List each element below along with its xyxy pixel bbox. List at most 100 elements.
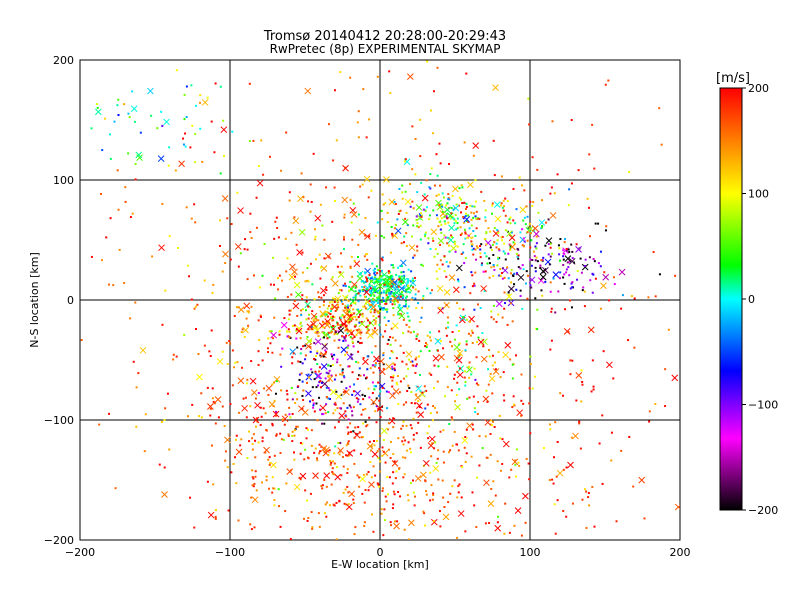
data-point [189,146,192,149]
data-point [104,117,107,120]
data-point [404,290,407,293]
data-point [335,306,338,309]
data-point-cross [335,393,343,400]
data-point [296,425,299,428]
data-point [376,290,379,293]
data-point [254,470,257,473]
data-point [414,137,417,140]
data-point [372,298,375,301]
data-point [229,403,232,406]
data-point [401,265,404,268]
data-point [352,430,355,433]
data-point [457,280,460,283]
y-axis-label: N-S location [km] [28,252,41,348]
data-point [458,342,461,345]
data-point [488,257,491,260]
data-point [409,481,412,484]
data-point-cross [480,285,487,292]
data-point [467,214,470,217]
data-point [434,406,437,409]
data-point [402,277,405,280]
data-point [386,211,389,214]
data-point [356,329,359,332]
data-point [359,403,362,406]
data-point [226,466,229,469]
data-point [484,219,487,222]
data-point [230,471,233,474]
data-point [442,461,445,464]
data-point [397,266,400,269]
data-point-cross [296,249,303,256]
data-point [322,321,325,324]
data-point [385,308,388,311]
data-point [447,501,450,504]
data-point [457,491,460,494]
data-point-cross [234,243,242,250]
data-point [273,454,276,457]
data-point [323,300,326,303]
data-point [335,501,338,504]
data-point [391,278,394,281]
data-point [435,461,438,464]
data-point [432,405,435,408]
data-point [450,234,453,237]
data-point [271,337,274,340]
data-point [382,354,385,357]
data-point [399,495,402,498]
data-point [464,384,467,387]
data-point [346,406,349,409]
data-point [553,456,556,459]
data-point [135,425,138,428]
data-point [294,401,297,404]
data-point [407,268,410,271]
data-point [357,213,360,216]
data-point [307,516,310,519]
data-point [350,255,353,258]
data-point [226,362,229,365]
data-point [603,271,606,274]
data-point [339,373,342,376]
data-point [366,327,369,330]
data-point [336,333,339,336]
data-point [337,346,340,349]
data-point [499,267,502,270]
data-point [385,324,388,327]
data-point [366,258,369,261]
data-point [392,314,395,317]
data-point [319,380,322,383]
data-point-cross [376,405,384,412]
data-point [376,450,379,453]
data-point [405,449,408,452]
data-point [454,250,457,253]
data-point-cross [289,263,296,271]
data-point [345,327,348,330]
data-point [456,245,459,248]
data-point [540,289,543,292]
data-point [301,442,304,445]
data-point [412,330,415,333]
data-point [476,412,479,415]
data-point [362,281,365,284]
data-point [367,276,370,279]
data-point [323,331,326,334]
data-point [402,420,405,423]
data-point [415,363,418,366]
data-point [378,304,381,307]
data-point [333,504,336,507]
data-point [385,292,388,295]
data-point [260,139,263,142]
data-point-cross [130,105,138,113]
data-point [524,282,527,285]
data-point [463,286,466,289]
data-point [348,365,351,368]
data-point [367,387,370,390]
data-point [301,298,304,301]
data-point [514,463,517,466]
data-point [364,488,367,491]
data-point [475,356,478,359]
data-point [568,260,571,263]
data-point [281,347,284,350]
data-point-cross [355,308,363,316]
data-point [426,403,429,406]
data-point [418,339,421,342]
